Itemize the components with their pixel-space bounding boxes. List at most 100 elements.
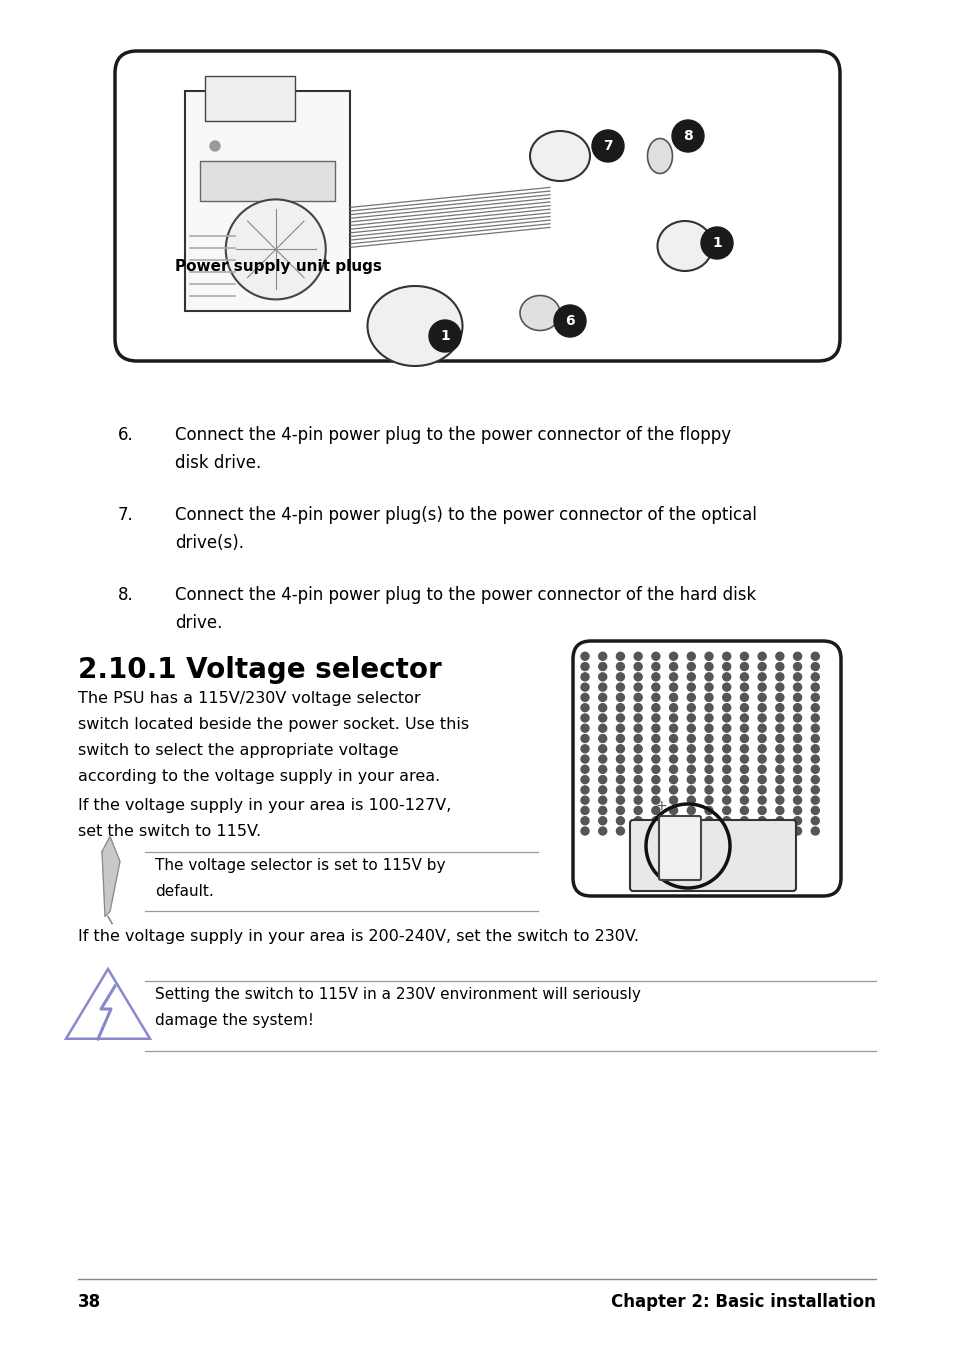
Circle shape: [810, 765, 819, 773]
Circle shape: [634, 673, 641, 681]
Text: 1: 1: [439, 330, 450, 343]
Circle shape: [793, 775, 801, 784]
Circle shape: [669, 817, 677, 824]
Circle shape: [634, 744, 641, 753]
Text: 8.: 8.: [118, 586, 133, 604]
Circle shape: [758, 713, 765, 721]
Circle shape: [616, 724, 624, 732]
Circle shape: [580, 735, 588, 743]
Circle shape: [429, 320, 460, 353]
Circle shape: [686, 735, 695, 743]
Circle shape: [634, 653, 641, 661]
Circle shape: [758, 724, 765, 732]
Circle shape: [616, 765, 624, 773]
Circle shape: [722, 704, 730, 712]
FancyBboxPatch shape: [659, 816, 700, 880]
Circle shape: [758, 827, 765, 835]
Circle shape: [740, 662, 748, 670]
Circle shape: [598, 653, 606, 661]
Circle shape: [810, 817, 819, 824]
Circle shape: [722, 693, 730, 701]
Circle shape: [598, 693, 606, 701]
Circle shape: [775, 704, 783, 712]
Circle shape: [793, 817, 801, 824]
Circle shape: [775, 724, 783, 732]
Circle shape: [810, 684, 819, 692]
Circle shape: [616, 796, 624, 804]
Circle shape: [758, 673, 765, 681]
Text: 7.: 7.: [118, 507, 133, 524]
Circle shape: [793, 713, 801, 721]
Circle shape: [722, 744, 730, 753]
Text: according to the voltage supply in your area.: according to the voltage supply in your …: [78, 769, 439, 784]
Circle shape: [775, 796, 783, 804]
Circle shape: [740, 693, 748, 701]
Circle shape: [651, 662, 659, 670]
Circle shape: [616, 807, 624, 815]
Circle shape: [634, 662, 641, 670]
Circle shape: [775, 693, 783, 701]
Text: damage the system!: damage the system!: [154, 1013, 314, 1028]
Circle shape: [740, 817, 748, 824]
Circle shape: [598, 735, 606, 743]
Circle shape: [740, 684, 748, 692]
Circle shape: [616, 662, 624, 670]
Text: disk drive.: disk drive.: [174, 454, 261, 471]
Polygon shape: [66, 969, 150, 1039]
Circle shape: [722, 653, 730, 661]
Circle shape: [616, 693, 624, 701]
Circle shape: [686, 807, 695, 815]
Circle shape: [669, 704, 677, 712]
Circle shape: [758, 796, 765, 804]
Circle shape: [580, 684, 588, 692]
Circle shape: [775, 817, 783, 824]
Circle shape: [616, 684, 624, 692]
Circle shape: [686, 744, 695, 753]
Circle shape: [740, 796, 748, 804]
Circle shape: [598, 662, 606, 670]
Circle shape: [651, 693, 659, 701]
Circle shape: [598, 807, 606, 815]
Text: drive(s).: drive(s).: [174, 534, 244, 553]
Circle shape: [554, 305, 585, 336]
Circle shape: [810, 713, 819, 721]
Circle shape: [810, 704, 819, 712]
FancyBboxPatch shape: [573, 640, 841, 896]
Circle shape: [704, 807, 712, 815]
Circle shape: [793, 735, 801, 743]
Circle shape: [580, 653, 588, 661]
Circle shape: [740, 775, 748, 784]
Circle shape: [634, 684, 641, 692]
Circle shape: [669, 796, 677, 804]
Circle shape: [775, 775, 783, 784]
Circle shape: [616, 817, 624, 824]
Circle shape: [810, 744, 819, 753]
Circle shape: [634, 713, 641, 721]
Circle shape: [598, 713, 606, 721]
Circle shape: [669, 693, 677, 701]
Circle shape: [810, 755, 819, 763]
Text: +: +: [655, 798, 666, 813]
Circle shape: [686, 653, 695, 661]
Circle shape: [793, 704, 801, 712]
Circle shape: [740, 807, 748, 815]
Circle shape: [686, 724, 695, 732]
Text: 6.: 6.: [118, 426, 133, 444]
Circle shape: [740, 827, 748, 835]
Circle shape: [775, 827, 783, 835]
Circle shape: [793, 724, 801, 732]
Text: Connect the 4-pin power plug to the power connector of the hard disk: Connect the 4-pin power plug to the powe…: [174, 586, 756, 604]
Circle shape: [775, 713, 783, 721]
Circle shape: [671, 120, 703, 153]
Circle shape: [793, 653, 801, 661]
Circle shape: [634, 704, 641, 712]
Circle shape: [580, 755, 588, 763]
Circle shape: [793, 765, 801, 773]
Circle shape: [810, 693, 819, 701]
Circle shape: [686, 796, 695, 804]
Circle shape: [810, 653, 819, 661]
Circle shape: [793, 693, 801, 701]
Circle shape: [793, 827, 801, 835]
Circle shape: [704, 704, 712, 712]
Ellipse shape: [530, 131, 589, 181]
